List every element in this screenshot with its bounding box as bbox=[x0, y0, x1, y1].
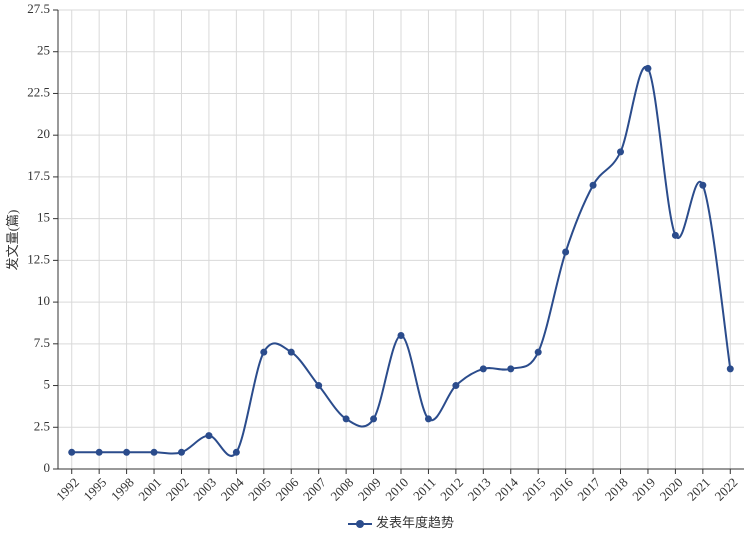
x-tick-label: 2005 bbox=[245, 475, 274, 504]
x-tick-label: 2015 bbox=[519, 475, 548, 504]
point bbox=[205, 432, 213, 440]
point bbox=[123, 448, 131, 456]
y-tick-label: 2.5 bbox=[34, 418, 50, 433]
x-tick-label: 1995 bbox=[80, 475, 109, 504]
point bbox=[150, 448, 158, 456]
point bbox=[452, 382, 460, 390]
x-tick-label: 1998 bbox=[108, 475, 137, 504]
point bbox=[68, 448, 76, 456]
x-tick-label: 2019 bbox=[629, 475, 658, 504]
x-tick-label: 2010 bbox=[382, 475, 411, 504]
x-tick-label: 1992 bbox=[53, 475, 82, 504]
point bbox=[589, 181, 597, 189]
x-tick-label: 2016 bbox=[547, 474, 576, 503]
x-tick-label: 2017 bbox=[574, 474, 603, 503]
point bbox=[726, 365, 734, 373]
x-tick-label: 2014 bbox=[492, 474, 521, 503]
y-tick-label: 20 bbox=[37, 126, 50, 141]
point bbox=[671, 231, 679, 239]
x-tick-label: 2022 bbox=[712, 475, 741, 504]
x-tick-label: 2012 bbox=[437, 475, 466, 504]
y-tick-label: 10 bbox=[37, 293, 50, 308]
x-tick-label: 2021 bbox=[684, 475, 713, 504]
point bbox=[232, 448, 240, 456]
point bbox=[562, 248, 570, 256]
y-tick-label: 25 bbox=[37, 43, 50, 58]
legend-marker bbox=[356, 520, 364, 528]
point bbox=[699, 181, 707, 189]
point bbox=[342, 415, 350, 423]
y-tick-label: 5 bbox=[44, 377, 51, 392]
x-tick-label: 2003 bbox=[190, 475, 219, 504]
x-tick-label: 2001 bbox=[135, 475, 164, 504]
x-tick-label: 2007 bbox=[300, 474, 329, 503]
y-tick-label: 7.5 bbox=[34, 335, 50, 350]
legend-label: 发表年度趋势 bbox=[376, 515, 454, 530]
point bbox=[644, 64, 652, 72]
point bbox=[507, 365, 515, 373]
x-tick-label: 2018 bbox=[602, 475, 631, 504]
point bbox=[287, 348, 295, 356]
point bbox=[177, 448, 185, 456]
x-tick-label: 2008 bbox=[327, 475, 356, 504]
y-tick-label: 27.5 bbox=[27, 1, 50, 16]
point bbox=[424, 415, 432, 423]
x-tick-label: 2009 bbox=[355, 475, 384, 504]
point bbox=[95, 448, 103, 456]
y-tick-label: 12.5 bbox=[27, 251, 50, 266]
point bbox=[617, 148, 625, 156]
point bbox=[479, 365, 487, 373]
x-tick-label: 2006 bbox=[272, 474, 301, 503]
y-tick-label: 0 bbox=[44, 460, 51, 475]
point bbox=[397, 331, 405, 339]
y-tick-label: 15 bbox=[37, 210, 50, 225]
point bbox=[315, 382, 323, 390]
x-tick-label: 2013 bbox=[465, 475, 494, 504]
x-tick-label: 2011 bbox=[410, 475, 439, 504]
y-tick-label: 22.5 bbox=[27, 84, 50, 99]
y-axis-label: 发文量(篇) bbox=[5, 210, 20, 271]
point bbox=[370, 415, 378, 423]
x-tick-label: 2020 bbox=[657, 475, 686, 504]
x-tick-label: 2004 bbox=[218, 474, 247, 503]
point bbox=[534, 348, 542, 356]
point bbox=[260, 348, 268, 356]
y-tick-label: 17.5 bbox=[27, 168, 50, 183]
x-tick-label: 2002 bbox=[163, 475, 192, 504]
